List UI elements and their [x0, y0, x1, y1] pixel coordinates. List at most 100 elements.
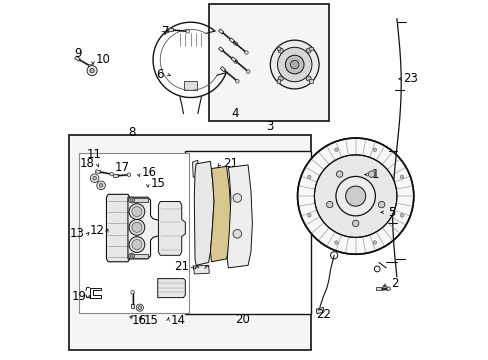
Circle shape [129, 237, 144, 252]
Text: 21: 21 [223, 157, 238, 170]
Circle shape [132, 239, 142, 249]
Text: 2: 2 [391, 278, 398, 291]
Circle shape [90, 174, 99, 183]
Polygon shape [193, 265, 209, 274]
Circle shape [372, 148, 376, 152]
Circle shape [305, 76, 310, 81]
Polygon shape [132, 254, 147, 258]
Circle shape [90, 68, 94, 73]
Circle shape [285, 55, 304, 74]
Text: 16: 16 [141, 166, 156, 179]
Text: 3: 3 [265, 120, 273, 133]
Polygon shape [308, 46, 312, 50]
Polygon shape [192, 160, 198, 177]
Circle shape [136, 304, 143, 311]
Text: 17: 17 [114, 161, 129, 174]
Text: 11: 11 [86, 148, 102, 161]
Circle shape [336, 171, 342, 177]
Circle shape [129, 204, 144, 220]
Text: 16: 16 [131, 314, 146, 327]
Polygon shape [168, 28, 173, 32]
Text: 7: 7 [162, 25, 169, 38]
Circle shape [233, 60, 237, 63]
Text: 13: 13 [70, 227, 85, 240]
Circle shape [345, 186, 365, 206]
Text: 15: 15 [143, 314, 158, 327]
Circle shape [352, 220, 358, 226]
Circle shape [277, 47, 311, 82]
Text: 14: 14 [171, 314, 185, 327]
Circle shape [99, 184, 102, 187]
Polygon shape [113, 174, 118, 177]
Circle shape [233, 194, 241, 202]
Text: 19: 19 [72, 290, 86, 303]
Bar [185, 151, 310, 315]
Circle shape [88, 64, 92, 68]
Circle shape [372, 241, 376, 244]
Polygon shape [308, 79, 312, 82]
Text: 22: 22 [315, 308, 330, 321]
Polygon shape [376, 287, 381, 291]
Circle shape [400, 175, 403, 179]
Text: 8: 8 [127, 126, 135, 139]
Circle shape [138, 306, 142, 310]
Circle shape [314, 155, 396, 237]
Text: 10: 10 [96, 53, 110, 66]
Circle shape [110, 172, 113, 176]
Text: 18: 18 [80, 157, 94, 170]
Circle shape [87, 66, 97, 76]
Circle shape [373, 207, 385, 219]
Bar [69, 135, 310, 350]
Polygon shape [131, 304, 134, 309]
Bar [184, 81, 197, 90]
Polygon shape [158, 279, 185, 298]
Text: 23: 23 [402, 72, 417, 85]
Circle shape [129, 220, 144, 235]
Circle shape [246, 70, 249, 73]
Circle shape [128, 253, 134, 259]
Circle shape [386, 287, 389, 291]
Polygon shape [276, 79, 280, 82]
Ellipse shape [137, 209, 147, 216]
Circle shape [235, 80, 239, 83]
Text: 9: 9 [74, 47, 81, 60]
Text: 1: 1 [371, 168, 379, 181]
Polygon shape [220, 67, 225, 72]
Circle shape [278, 48, 283, 53]
Circle shape [335, 176, 375, 216]
Polygon shape [95, 170, 101, 174]
Circle shape [307, 175, 310, 179]
Circle shape [127, 173, 130, 176]
Polygon shape [210, 166, 230, 262]
Text: 5: 5 [387, 206, 394, 219]
Circle shape [131, 291, 134, 294]
Text: 4: 4 [231, 107, 239, 120]
Polygon shape [128, 197, 160, 259]
Circle shape [307, 213, 310, 217]
Polygon shape [218, 47, 224, 52]
Circle shape [233, 229, 241, 238]
Polygon shape [230, 57, 236, 62]
Circle shape [270, 40, 319, 89]
Circle shape [244, 51, 248, 54]
Bar [79, 153, 188, 313]
Circle shape [290, 60, 298, 69]
Text: 21: 21 [174, 260, 188, 273]
Circle shape [326, 201, 332, 208]
Bar [208, 4, 328, 121]
Polygon shape [229, 38, 234, 43]
Polygon shape [194, 161, 214, 265]
Circle shape [278, 76, 283, 81]
Circle shape [368, 171, 374, 177]
Circle shape [233, 42, 237, 45]
Circle shape [93, 176, 96, 180]
Circle shape [128, 197, 134, 203]
Polygon shape [158, 202, 185, 255]
Circle shape [185, 30, 189, 33]
Circle shape [334, 148, 338, 152]
Text: 15: 15 [150, 177, 165, 190]
Ellipse shape [137, 225, 147, 231]
Circle shape [400, 213, 403, 217]
Circle shape [132, 207, 142, 217]
Circle shape [378, 201, 384, 208]
